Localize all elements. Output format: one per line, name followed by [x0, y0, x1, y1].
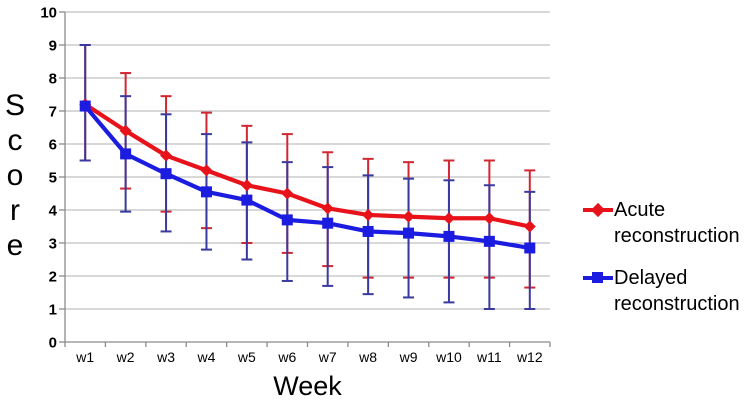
x-tick-label: w4 — [197, 349, 216, 365]
legend-item-acute: Acute reconstruction — [583, 197, 747, 249]
y-axis-title-letter: o — [6, 159, 24, 192]
y-tick-label: 8 — [49, 71, 57, 88]
diamond-marker-icon — [590, 202, 606, 218]
marker-square-delayed — [160, 168, 172, 180]
marker-square-delayed — [120, 148, 132, 160]
marker-diamond-acute — [321, 202, 334, 215]
y-tick-label: 1 — [49, 302, 57, 319]
x-tick-label: w10 — [435, 349, 462, 365]
y-axis-title-letter: r — [10, 194, 20, 227]
x-tick-label: w9 — [399, 349, 418, 365]
x-tick-label: w12 — [516, 349, 543, 365]
marker-square-delayed — [524, 242, 536, 254]
y-tick-label: 9 — [49, 38, 57, 55]
marker-square-delayed — [362, 225, 374, 237]
marker-diamond-acute — [240, 179, 253, 192]
square-marker-icon — [592, 272, 603, 283]
x-tick-label: w7 — [318, 349, 337, 365]
x-tick-label: w6 — [277, 349, 296, 365]
marker-square-delayed — [483, 235, 495, 247]
acute-line-marker-icon — [583, 202, 613, 218]
marker-diamond-acute — [442, 212, 455, 225]
y-axis-title-letter: c — [7, 124, 23, 157]
x-tick-label: w8 — [358, 349, 377, 365]
marker-diamond-acute — [160, 149, 173, 162]
x-tick-label: w5 — [237, 349, 256, 365]
series-line-delayed — [83, 104, 531, 251]
marker-square-delayed — [403, 227, 415, 239]
x-tick-label: w11 — [476, 349, 502, 365]
marker-diamond-acute — [281, 187, 294, 200]
x-tick-label: w2 — [116, 349, 135, 365]
y-tick-label: 6 — [49, 137, 57, 154]
y-axis-title-letter: e — [6, 229, 24, 262]
delayed-line-marker-icon — [583, 272, 613, 283]
y-tick-label: 10 — [40, 5, 57, 22]
x-axis-title: Week — [273, 371, 342, 401]
y-tick-label: 0 — [49, 335, 57, 352]
legend-item-delayed: Delayed reconstruction — [583, 265, 747, 317]
y-tick-label: 7 — [49, 104, 57, 121]
y-tick-label: 4 — [49, 203, 58, 220]
marker-diamond-acute — [119, 124, 132, 137]
y-tick-label: 3 — [49, 236, 57, 253]
marker-square-delayed — [322, 217, 334, 229]
marker-square-delayed — [200, 186, 212, 198]
y-axis-title-letter: S — [4, 89, 25, 122]
y-tick-label: 2 — [49, 269, 57, 286]
marker-square-delayed — [443, 230, 455, 242]
marker-diamond-acute — [483, 212, 496, 225]
marker-diamond-acute — [402, 210, 415, 223]
marker-diamond-acute — [200, 164, 213, 177]
series-line-acute — [84, 102, 531, 229]
legend: Acute reconstruction Delayed reconstruct… — [583, 197, 747, 333]
x-tick-label: w3 — [156, 349, 175, 365]
marker-square-delayed — [241, 194, 253, 206]
marker-diamond-acute — [523, 220, 536, 233]
marker-diamond-acute — [362, 208, 375, 221]
x-tick-label: w1 — [75, 349, 94, 365]
marker-square-delayed — [281, 214, 293, 226]
marker-square-delayed — [79, 100, 91, 112]
legend-label-delayed: Delayed reconstruction — [614, 267, 740, 315]
legend-label-acute: Acute reconstruction — [614, 199, 740, 247]
y-tick-label: 5 — [49, 170, 57, 187]
